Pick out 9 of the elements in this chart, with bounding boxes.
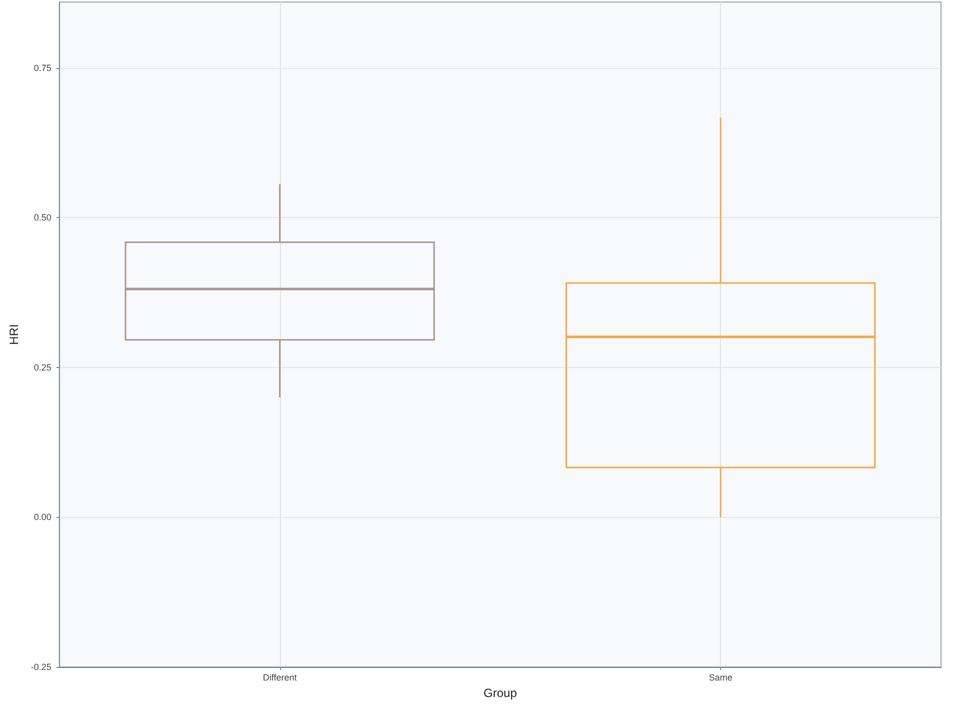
y-tick-label: 0.25 [34, 362, 52, 372]
y-axis-title: HRI [7, 324, 21, 345]
x-tick-label: Same [708, 672, 732, 682]
y-tick-label: 0.00 [34, 512, 52, 522]
x-tick-label: Different [262, 672, 298, 682]
y-tick-label: 0.75 [34, 62, 52, 73]
x-axis-title: Group [484, 686, 518, 700]
y-tick-label: 0.50 [34, 212, 52, 223]
y-tick-label: -0.25 [30, 662, 52, 672]
